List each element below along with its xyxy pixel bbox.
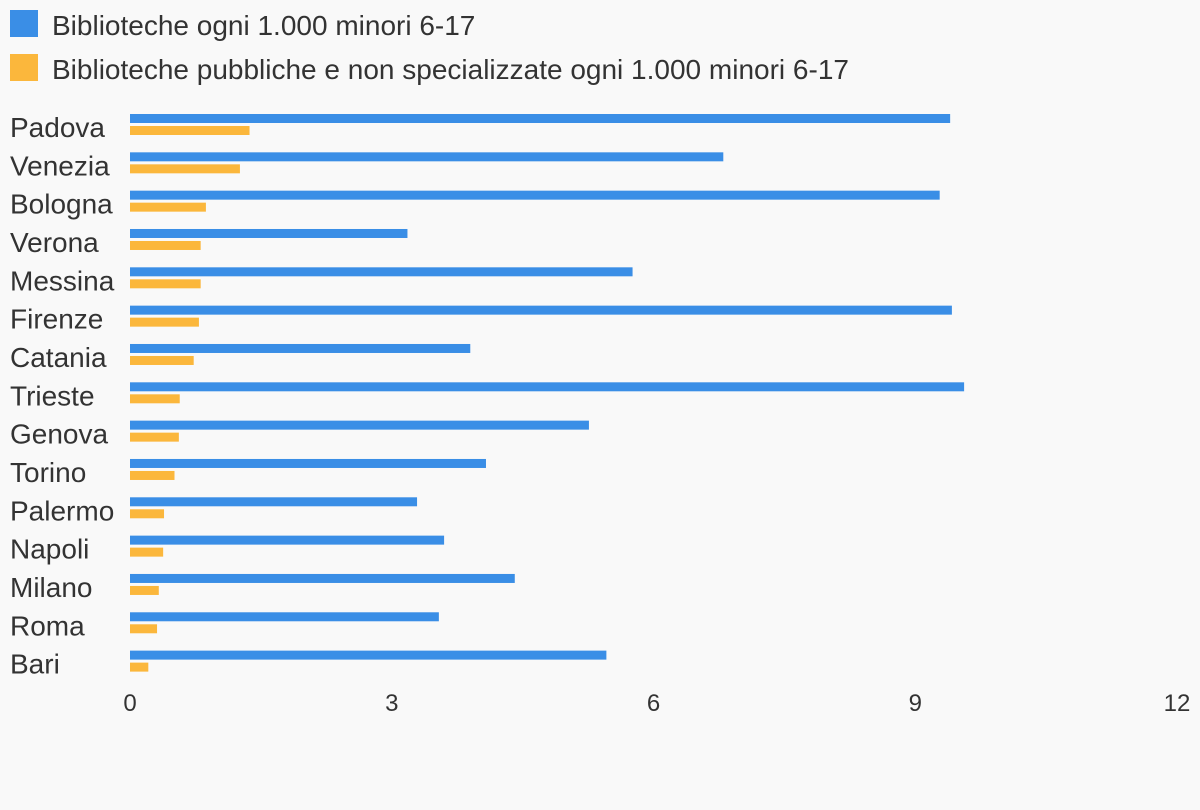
legend-swatch-series-1 xyxy=(10,10,38,37)
bar-verona-series-2 xyxy=(130,240,201,250)
category-label-padova: Padova xyxy=(10,112,105,143)
bar-verona-series-1 xyxy=(130,228,408,238)
bar-messina-series-2 xyxy=(130,279,201,289)
legend-label-series-1: Biblioteche ogni 1.000 minori 6-17 xyxy=(52,10,476,41)
bar-palermo-series-2 xyxy=(130,509,165,519)
bar-catania-series-2 xyxy=(130,355,194,365)
bar-venezia-series-2 xyxy=(130,164,240,174)
bar-messina-series-1 xyxy=(130,267,633,277)
bar-torino-series-2 xyxy=(130,470,175,480)
x-tick-label: 6 xyxy=(647,690,660,717)
x-tick-label: 3 xyxy=(385,690,398,717)
category-label-milano: Milano xyxy=(10,572,92,603)
bar-catania-series-1 xyxy=(130,343,471,353)
bar-bari-series-1 xyxy=(130,650,607,660)
bar-trieste-series-1 xyxy=(130,382,965,392)
category-label-napoli: Napoli xyxy=(10,534,89,565)
bar-firenze-series-2 xyxy=(130,317,199,327)
x-tick-label: 0 xyxy=(123,690,136,717)
category-label-bologna: Bologna xyxy=(10,189,113,220)
x-tick-label: 12 xyxy=(1164,690,1191,717)
legend-swatch-series-2 xyxy=(10,54,38,81)
bar-genova-series-1 xyxy=(130,420,589,430)
bar-bologna-series-2 xyxy=(130,202,206,212)
bar-milano-series-2 xyxy=(130,585,159,595)
x-tick-label: 9 xyxy=(909,690,922,717)
bar-napoli-series-2 xyxy=(130,547,164,557)
category-label-venezia: Venezia xyxy=(10,150,110,181)
bar-venezia-series-1 xyxy=(130,152,724,162)
bar-bologna-series-1 xyxy=(130,190,940,200)
category-label-bari: Bari xyxy=(10,649,60,680)
bar-milano-series-1 xyxy=(130,573,515,583)
category-label-verona: Verona xyxy=(10,227,99,258)
bar-torino-series-1 xyxy=(130,458,486,468)
bar-napoli-series-1 xyxy=(130,535,445,545)
bar-trieste-series-2 xyxy=(130,394,180,404)
bar-bari-series-2 xyxy=(130,662,149,672)
bar-roma-series-2 xyxy=(130,624,158,634)
category-label-firenze: Firenze xyxy=(10,304,103,335)
bar-genova-series-2 xyxy=(130,432,179,442)
category-label-messina: Messina xyxy=(10,265,115,296)
category-label-genova: Genova xyxy=(10,419,108,450)
legend-label-series-2: Biblioteche pubbliche e non specializzat… xyxy=(52,54,849,85)
category-label-catania: Catania xyxy=(10,342,107,373)
bar-padova-series-1 xyxy=(130,114,951,123)
category-label-torino: Torino xyxy=(10,457,86,488)
bar-roma-series-1 xyxy=(130,612,439,622)
category-label-palermo: Palermo xyxy=(10,495,114,526)
category-label-trieste: Trieste xyxy=(10,380,95,411)
category-label-roma: Roma xyxy=(10,610,85,641)
bar-palermo-series-1 xyxy=(130,497,418,507)
bar-padova-series-2 xyxy=(130,126,250,135)
bar-firenze-series-1 xyxy=(130,305,952,315)
